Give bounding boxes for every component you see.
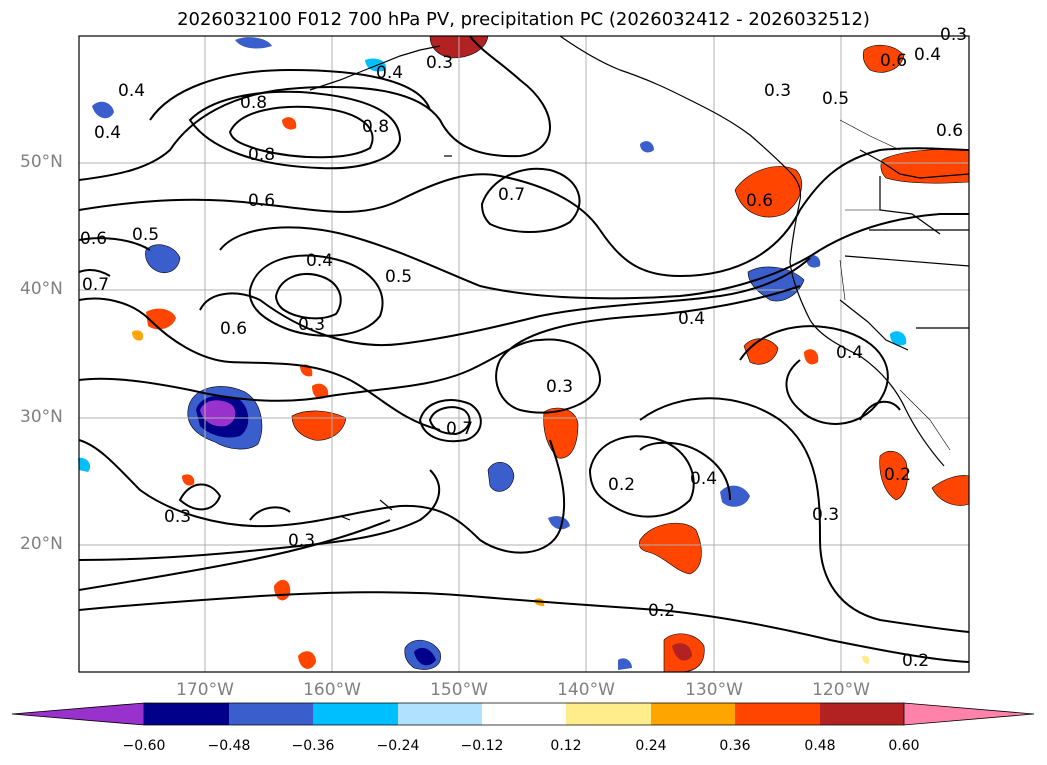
- contour-label: 0.4: [94, 123, 121, 143]
- contour-label: 0.3: [164, 507, 191, 527]
- contour-label: 0.3: [764, 81, 791, 101]
- contour-label: 0.2: [884, 465, 911, 485]
- contour-label: 0.5: [132, 225, 159, 245]
- contour-label: 0.6: [936, 121, 963, 141]
- lon-label: 130°W: [685, 680, 743, 700]
- colorbar-bin: [229, 703, 313, 725]
- contour-label: 0.3: [546, 377, 573, 397]
- colorbar-tick: 0.60: [888, 738, 920, 754]
- contour-label: 0.3: [298, 315, 325, 335]
- contour-label: 0.4: [678, 309, 705, 329]
- contour-label: 0.6: [746, 191, 773, 211]
- colorbar-bin: [313, 703, 398, 725]
- contour-label: 0.6: [880, 51, 907, 71]
- colorbar-tick: 0.24: [635, 738, 667, 754]
- colorbar-bin: [482, 703, 566, 725]
- colorbar-tick: 0.36: [719, 738, 751, 754]
- contour-label: 0.4: [118, 81, 145, 101]
- lat-label: 50°N: [20, 152, 63, 172]
- colorbar-tick: −0.60: [122, 738, 166, 754]
- colorbar-tick: −0.48: [207, 738, 251, 754]
- lon-label: 120°W: [812, 680, 870, 700]
- lat-label: 20°N: [20, 534, 63, 554]
- contour-label: 0.3: [426, 53, 453, 73]
- colorbar-bin: [820, 703, 904, 725]
- contour-label: 0.7: [498, 185, 525, 205]
- contour-label: 0.8: [248, 145, 275, 165]
- colorbar: [11, 702, 1035, 726]
- map-area: [79, 36, 969, 672]
- lon-label: 150°W: [430, 680, 488, 700]
- contour-label: 0.4: [836, 343, 863, 363]
- contour-label: 0.7: [82, 275, 109, 295]
- contour-label: 0.6: [248, 191, 275, 211]
- colorbar-bin: [566, 703, 651, 725]
- lat-label: 40°N: [20, 279, 63, 299]
- contour-label: 0.4: [914, 45, 941, 65]
- contour-label: 0.4: [376, 63, 403, 83]
- contour-label: 0.4: [306, 251, 333, 271]
- colorbar-tick: −0.36: [291, 738, 335, 754]
- colorbar-bin: [735, 703, 820, 725]
- contour-label: 0.4: [690, 469, 717, 489]
- contour-label: 0.3: [288, 531, 315, 551]
- colorbar-tick: 0.12: [550, 738, 582, 754]
- colorbar-extend-high: [903, 702, 1035, 726]
- contour-label: 0.2: [608, 475, 635, 495]
- colorbar-tick: −0.24: [376, 738, 420, 754]
- colorbar-tick: 0.48: [804, 738, 836, 754]
- contour-label: 0.6: [80, 229, 107, 249]
- contour-label: 0.8: [362, 117, 389, 137]
- precip-shading: [78, 35, 970, 673]
- contour-label: 0.8: [240, 93, 267, 113]
- colorbar-tick: −0.12: [460, 738, 504, 754]
- map-frame: [78, 35, 970, 673]
- colorbar-extend-low: [11, 702, 145, 726]
- lon-label: 170°W: [176, 680, 234, 700]
- contour-label: 0.3: [812, 505, 839, 525]
- lon-label: 140°W: [557, 680, 615, 700]
- colorbar-bin: [144, 703, 229, 725]
- lat-label: 30°N: [20, 407, 63, 427]
- contour-label: 0.2: [902, 651, 929, 671]
- colorbar-bin: [651, 703, 735, 725]
- colorbar-bin: [398, 703, 482, 725]
- map-title: 2026032100 F012 700 hPa PV, precipitatio…: [177, 9, 870, 30]
- contour-label: 0.5: [822, 89, 849, 109]
- contour-label: 0.3: [940, 25, 967, 45]
- contour-label: 0.7: [446, 419, 473, 439]
- contour-label: 0.6: [220, 319, 247, 339]
- lon-label: 160°W: [303, 680, 361, 700]
- contour-label: 0.5: [385, 267, 412, 287]
- admin-borders: [839, 119, 951, 451]
- coastlines: [309, 35, 970, 521]
- contour-label: 0.2: [648, 601, 675, 621]
- contour-labels: 0.4 0.3 0.4 0.5 0.4 0.6 0.8 0.8 0.8 0.3 …: [80, 25, 967, 671]
- pv-contours: [78, 35, 970, 663]
